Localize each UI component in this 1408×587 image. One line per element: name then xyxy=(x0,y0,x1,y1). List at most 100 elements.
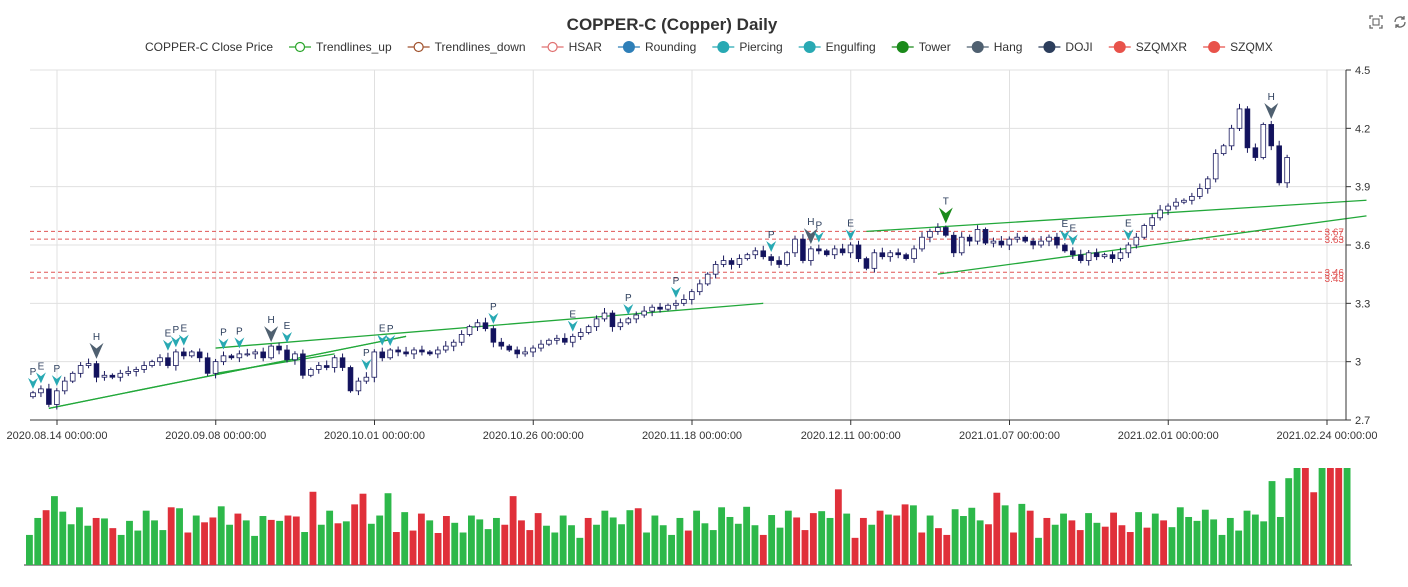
legend-item[interactable]: Trendlines_down xyxy=(407,40,526,54)
candle xyxy=(919,232,925,252)
candle xyxy=(506,344,513,352)
legend-item[interactable]: HSAR xyxy=(541,40,603,54)
pattern-marker[interactable]: E xyxy=(1123,218,1134,241)
volume-bar xyxy=(1293,468,1301,565)
candle xyxy=(363,372,370,384)
pattern-marker[interactable]: P xyxy=(623,293,634,315)
pattern-marker[interactable]: P xyxy=(385,324,396,347)
restore-icon[interactable] xyxy=(1392,14,1408,30)
candle xyxy=(403,346,409,357)
volume-bar xyxy=(1218,534,1226,565)
volume-bar xyxy=(1251,514,1259,565)
pattern-marker[interactable]: P xyxy=(234,326,245,349)
legend-item[interactable]: COPPER-C Close Price xyxy=(145,40,273,54)
candle xyxy=(649,304,655,317)
legend-item[interactable]: Rounding xyxy=(617,40,696,54)
volume-bar xyxy=(534,513,542,565)
volume-bar xyxy=(84,525,92,565)
volume-bar xyxy=(184,532,192,565)
pattern-marker[interactable]: E xyxy=(377,324,388,346)
volume-bar xyxy=(584,517,592,565)
legend-item[interactable]: Tower xyxy=(891,40,951,54)
legend-item[interactable]: Trendlines_up xyxy=(289,40,392,54)
candle xyxy=(1189,192,1195,205)
volume-bar xyxy=(1043,517,1051,565)
pattern-marker[interactable]: T xyxy=(938,197,953,224)
legend-item[interactable]: Hang xyxy=(966,40,1023,54)
volume-bar xyxy=(1101,526,1109,565)
volume-bar xyxy=(743,506,751,565)
candle xyxy=(323,360,330,371)
candle xyxy=(990,237,997,248)
svg-text:P: P xyxy=(220,328,227,339)
candle xyxy=(1101,252,1108,259)
candle xyxy=(1006,236,1013,251)
candle xyxy=(466,324,473,337)
pattern-marker[interactable]: E xyxy=(282,321,292,343)
pattern-marker[interactable]: P xyxy=(51,364,62,387)
legend-item[interactable]: Piercing xyxy=(712,40,783,54)
pattern-marker[interactable]: H xyxy=(1264,92,1279,119)
volume-bar xyxy=(968,507,976,565)
pattern-marker[interactable]: E xyxy=(1067,223,1078,246)
candle xyxy=(863,256,870,271)
candle xyxy=(212,358,219,379)
pattern-marker[interactable]: H xyxy=(89,332,104,359)
pattern-marker[interactable]: E xyxy=(35,361,46,384)
candle xyxy=(514,346,520,359)
pattern-marker[interactable]: P xyxy=(170,325,181,348)
candle xyxy=(1022,235,1028,244)
legend-label: SZQMXR xyxy=(1136,40,1188,54)
pattern-marker[interactable]: P xyxy=(218,328,229,350)
volume-bar xyxy=(1235,530,1243,565)
zoom-icon[interactable] xyxy=(1368,14,1384,30)
volume-bar xyxy=(1068,520,1076,565)
pattern-marker[interactable]: E xyxy=(162,329,173,351)
candle xyxy=(911,245,917,263)
candle xyxy=(204,352,211,377)
volume-bar xyxy=(851,537,859,565)
candle xyxy=(895,248,901,259)
volume-bar xyxy=(92,517,100,565)
candle xyxy=(442,341,449,353)
hsar-label: 3.63 xyxy=(1325,235,1345,246)
legend-item[interactable]: Engulfing xyxy=(798,40,876,54)
pattern-marker[interactable]: P xyxy=(670,276,681,298)
svg-text:H: H xyxy=(1268,92,1275,103)
pattern-marker[interactable]: E xyxy=(845,218,856,241)
volume-bar xyxy=(51,496,58,565)
candle xyxy=(1157,204,1163,221)
volume-bar xyxy=(351,504,359,565)
pattern-marker[interactable]: E xyxy=(567,310,578,332)
candle xyxy=(101,371,108,381)
volume-bar xyxy=(726,516,734,565)
candle xyxy=(784,250,790,267)
pattern-marker[interactable]: P xyxy=(766,230,777,252)
volume-bar xyxy=(1143,527,1151,565)
pattern-marker[interactable]: P xyxy=(361,348,372,371)
pattern-marker[interactable]: H xyxy=(264,315,279,343)
candle xyxy=(236,350,243,363)
candle xyxy=(950,231,957,258)
volume-bar xyxy=(926,515,934,565)
volume-bar xyxy=(701,523,709,565)
pattern-marker[interactable]: P xyxy=(28,367,38,389)
candle xyxy=(292,351,298,365)
candle xyxy=(665,303,671,312)
legend-item[interactable]: SZQMXR xyxy=(1108,40,1188,54)
volume-bar xyxy=(284,515,292,565)
legend-item[interactable]: SZQMX xyxy=(1203,40,1273,54)
candle xyxy=(601,308,608,322)
pattern-marker[interactable]: E xyxy=(178,324,189,346)
pattern-marker[interactable]: P xyxy=(813,221,824,243)
volume-bar xyxy=(442,516,450,565)
pattern-marker[interactable]: E xyxy=(1059,219,1070,242)
volume-bar xyxy=(718,507,726,565)
legend-item[interactable]: DOJI xyxy=(1038,40,1093,54)
candle xyxy=(77,362,84,378)
candle xyxy=(490,325,497,348)
candle xyxy=(268,344,274,360)
pattern-marker[interactable]: P xyxy=(488,302,499,324)
chart-legend[interactable]: COPPER-C Close Price Trendlines_up Trendli… xyxy=(145,40,1273,54)
y-tick-label: 3.3 xyxy=(1355,298,1370,310)
